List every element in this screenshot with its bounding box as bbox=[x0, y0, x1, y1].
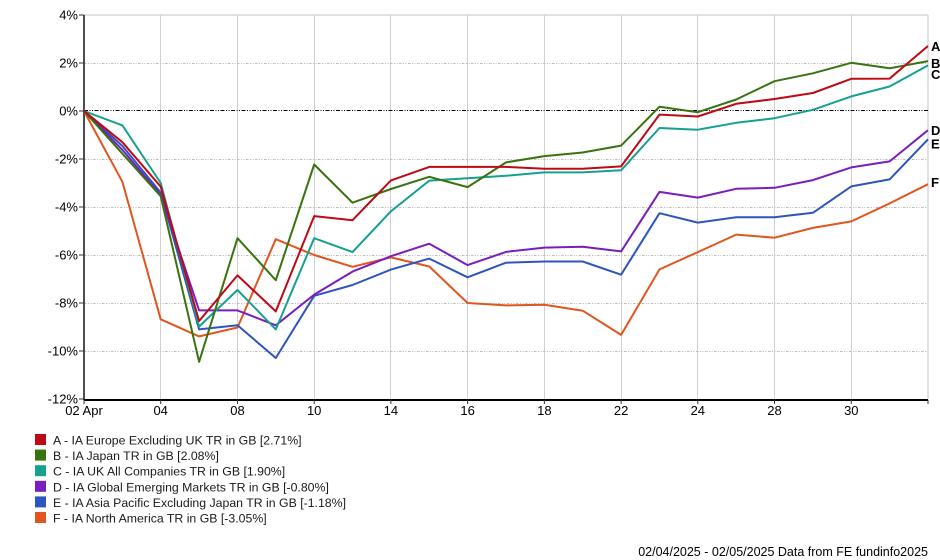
svg-text:4%: 4% bbox=[59, 8, 78, 23]
svg-text:24: 24 bbox=[691, 403, 705, 418]
svg-text:22: 22 bbox=[614, 403, 628, 418]
svg-text:08: 08 bbox=[230, 403, 244, 418]
svg-text:E: E bbox=[931, 137, 940, 152]
svg-text:04: 04 bbox=[153, 403, 167, 418]
svg-text:-4%: -4% bbox=[55, 200, 79, 215]
svg-text:F - IA North America TR in GB: F - IA North America TR in GB [-3.05%] bbox=[53, 512, 267, 526]
svg-text:-12%: -12% bbox=[48, 392, 79, 407]
svg-text:B: B bbox=[931, 56, 940, 71]
svg-text:A: A bbox=[931, 39, 940, 54]
svg-text:-10%: -10% bbox=[48, 344, 79, 359]
svg-text:B - IA Japan TR in GB [2.08%]: B - IA Japan TR in GB [2.08%] bbox=[53, 449, 219, 463]
svg-text:D - IA Global Emerging Markets: D - IA Global Emerging Markets TR in GB … bbox=[53, 480, 329, 494]
svg-text:14: 14 bbox=[384, 403, 398, 418]
svg-text:0%: 0% bbox=[59, 104, 78, 119]
svg-text:30: 30 bbox=[844, 403, 858, 418]
svg-text:02 Apr: 02 Apr bbox=[65, 403, 103, 418]
svg-text:28: 28 bbox=[767, 403, 781, 418]
svg-text:C: C bbox=[931, 67, 940, 82]
svg-text:F: F bbox=[931, 175, 939, 190]
svg-text:10: 10 bbox=[307, 403, 321, 418]
svg-text:-8%: -8% bbox=[55, 296, 79, 311]
svg-text:E - IA Asia Pacific Excluding: E - IA Asia Pacific Excluding Japan TR i… bbox=[53, 496, 346, 510]
svg-text:C - IA UK All Companies TR in: C - IA UK All Companies TR in GB [1.90%] bbox=[53, 465, 285, 479]
svg-text:16: 16 bbox=[460, 403, 474, 418]
svg-text:D: D bbox=[931, 123, 940, 138]
svg-text:2%: 2% bbox=[59, 56, 78, 71]
svg-text:-6%: -6% bbox=[55, 248, 79, 263]
svg-text:A - IA Europe Excluding UK TR: A - IA Europe Excluding UK TR in GB [2.7… bbox=[53, 434, 302, 448]
svg-text:02/04/2025 - 02/05/2025 Data f: 02/04/2025 - 02/05/2025 Data from FE fun… bbox=[638, 545, 928, 559]
svg-text:-2%: -2% bbox=[55, 152, 79, 167]
svg-text:18: 18 bbox=[537, 403, 551, 418]
